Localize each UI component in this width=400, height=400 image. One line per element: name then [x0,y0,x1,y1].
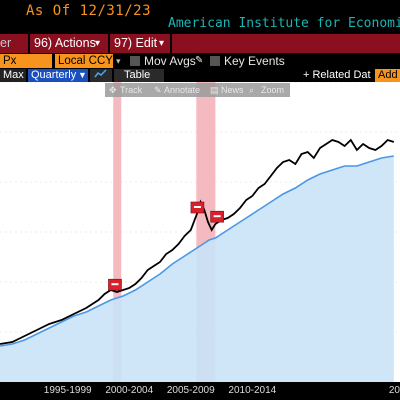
recession-band [113,82,122,382]
black-line-series [0,138,395,345]
x-tick-label: 2000-2004 [105,385,154,396]
currency-dropdown-icon[interactable]: ▾ [116,56,121,66]
mov-avgs-checkbox[interactable] [130,56,140,66]
blue-area-series-line [0,155,394,347]
event-marker-glyph [213,215,221,218]
line-chart-icon [94,69,107,78]
title-bar: As Of 12/31/23 American Institute for Ec… [0,0,400,34]
edit-menu[interactable]: 97) Edit [114,36,158,50]
edit-dropdown-icon[interactable]: ▾ [159,38,165,49]
event-markers [108,201,224,291]
as-of-text: As Of [26,3,71,19]
x-tick-label: 2010-2014 [228,385,277,396]
blue-area-series [0,156,394,382]
add-button[interactable]: Add [375,69,400,82]
chart-tools-bg [105,83,290,97]
event-marker[interactable] [210,210,224,223]
key-events-label[interactable]: Key Events [224,54,285,68]
event-marker[interactable] [190,201,205,214]
annotate-tool[interactable]: Annotate [164,85,200,95]
chart-type-icon[interactable] [90,69,112,82]
price-chart[interactable]: ✥ Track ✎ Annotate ▤ News ⌕ Zoom [0,82,400,382]
related-data-button[interactable]: + Related Dat [300,69,372,82]
event-marker-glyph [193,206,201,208]
menu-divider [108,34,110,53]
source-label: American Institute for Economi. [168,16,400,31]
menu-divider [28,34,30,53]
table-label: Table [124,69,151,81]
event-marker-glyph [111,283,119,286]
track-tool[interactable]: Track [120,85,143,95]
pencil-icon[interactable]: ✎ [195,55,204,66]
news-tool[interactable]: News [221,85,244,95]
chart-tools-toolbar: ✥ Track ✎ Annotate ▤ News ⌕ Zoom [105,83,290,97]
menu-divider [170,34,172,53]
x-axis: 1995-1999 2000-2004 2005-2009 2010-2014 20 [0,382,400,400]
mov-avgs-label[interactable]: Mov Avgs [144,54,196,68]
field-selector[interactable]: Px [0,54,52,68]
actions-dropdown-icon[interactable]: ▾ [95,38,101,49]
chart-options-row: Px Local CCY ▾ Mov Avgs ✎ Key Events [0,53,400,69]
table-button[interactable]: Table [114,69,164,82]
zoom-tool[interactable]: Zoom [261,85,284,95]
menu-bar: er 96) Actions ▾ 97) Edit ▾ [0,34,400,53]
key-events-checkbox[interactable] [210,56,220,66]
menu-item-left[interactable]: er [0,36,12,50]
track-icon[interactable]: ✥ [109,85,117,95]
range-max-button[interactable]: Max [0,69,26,82]
range-row: Max Quarterly ▼ Table + Related Dat Add [0,69,400,82]
frequency-dropdown-icon[interactable]: ▼ [77,69,88,82]
x-tick-label: 1995-1999 [43,385,92,396]
news-icon[interactable]: ▤ [210,85,219,95]
x-tick-label: 2005-2009 [166,385,215,396]
zoom-icon[interactable]: ⌕ [249,85,254,95]
event-marker[interactable] [108,278,122,291]
as-of-date[interactable]: 12/31/23 [79,3,152,19]
actions-menu[interactable]: 96) Actions [34,36,96,50]
annotate-icon[interactable]: ✎ [154,85,162,95]
frequency-selector[interactable]: Quarterly [28,69,88,82]
as-of-label: As Of 12/31/23 [26,3,151,19]
x-tick-label: 20 [388,385,400,396]
currency-selector[interactable]: Local CCY [55,54,113,68]
